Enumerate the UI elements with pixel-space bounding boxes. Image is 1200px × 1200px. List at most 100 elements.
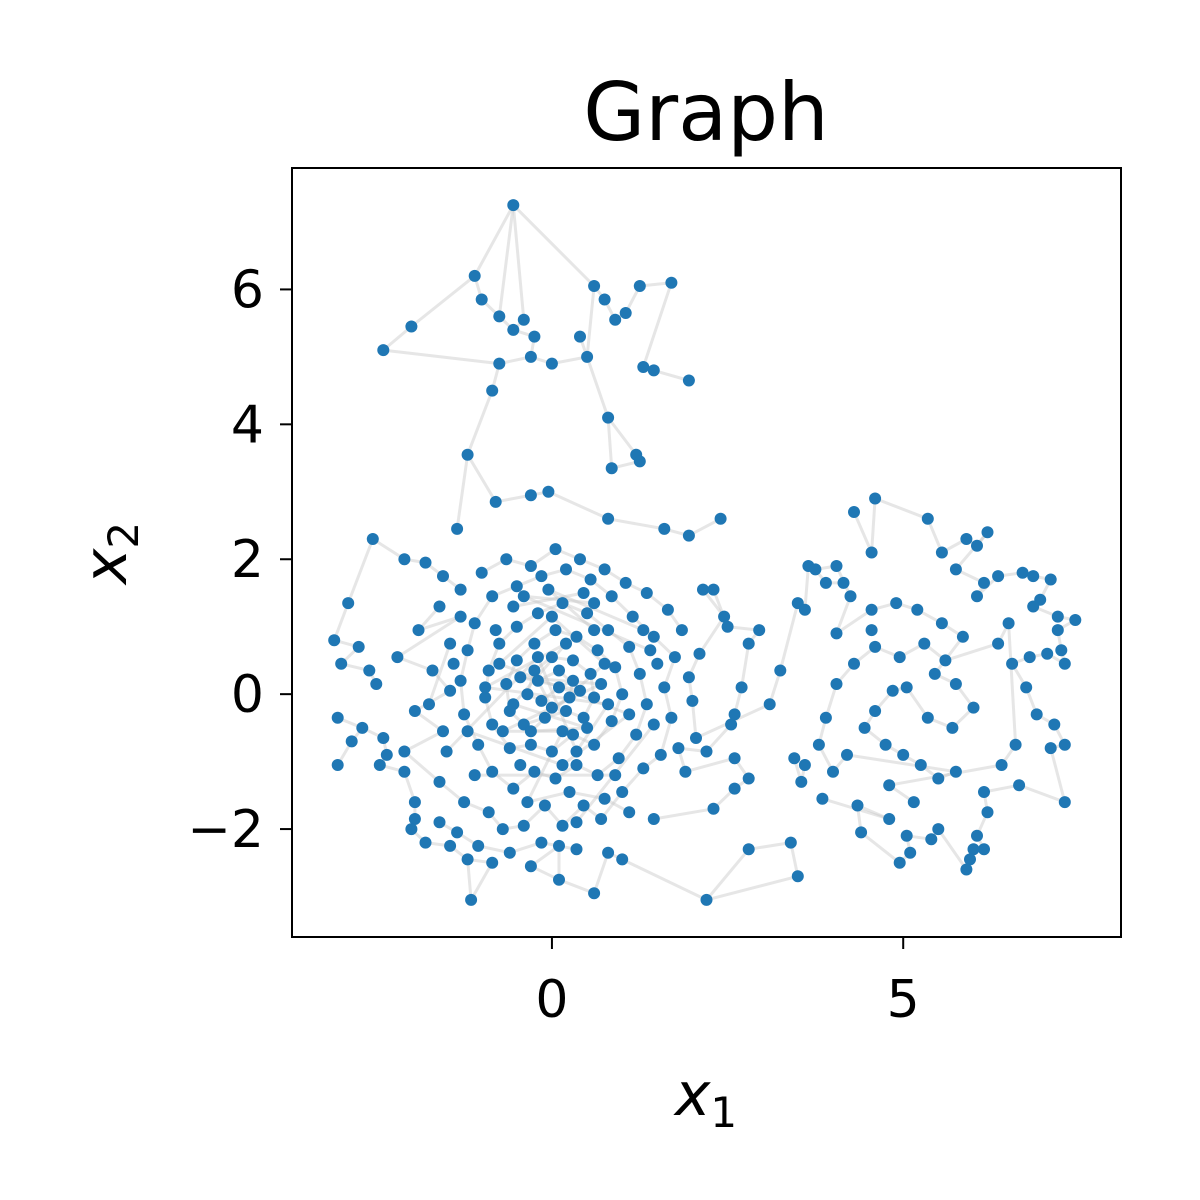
graph-node (844, 590, 857, 603)
graph-node (475, 293, 488, 306)
y-axis-label: x2 (71, 522, 148, 586)
graph-node (911, 603, 924, 616)
graph-node (858, 721, 871, 734)
graph-edge (870, 498, 877, 553)
graph-node (553, 664, 565, 677)
graph-edge (1049, 747, 1067, 803)
graph-node (837, 576, 850, 589)
y-tick-label: 6 (231, 260, 264, 320)
graph-edge (527, 790, 570, 804)
graph-node (545, 357, 558, 370)
graph-node (763, 698, 776, 711)
graph-node (935, 617, 948, 630)
graph-node (584, 573, 597, 586)
graph-edge (690, 700, 698, 739)
graph-node (893, 856, 906, 869)
graph-node (921, 711, 934, 724)
graph-node (795, 775, 808, 788)
graph-node (721, 620, 734, 633)
graph-node (524, 725, 537, 738)
x-tick-label: 0 (535, 970, 568, 1030)
graph-edge (498, 615, 553, 665)
graph-node (651, 657, 664, 670)
graph-node (412, 624, 425, 637)
x-axis-label-base: x (673, 1060, 711, 1130)
graph-node (967, 701, 980, 714)
graph-node (486, 590, 499, 603)
graph-node (1013, 779, 1026, 792)
y-tick-label: −2 (187, 800, 264, 860)
graph-node (1069, 614, 1082, 626)
graph-node (1006, 657, 1019, 670)
graph-edge (585, 356, 610, 419)
graph-node (830, 678, 843, 690)
graph-node (791, 870, 804, 883)
graph-node (437, 725, 449, 738)
graph-node (433, 600, 446, 613)
graph-node (675, 624, 688, 637)
graph-node (482, 664, 495, 677)
graph-node (616, 786, 629, 798)
graph-node (352, 640, 365, 653)
graph-node (1027, 570, 1040, 583)
graph-node (454, 610, 467, 623)
graph-node (331, 711, 344, 724)
graph-node (377, 732, 390, 744)
graph-edge (852, 511, 873, 554)
graph-node (841, 748, 853, 761)
graph-node (981, 806, 994, 819)
graph-node (493, 357, 506, 370)
graph-node (380, 748, 393, 761)
graph-node (725, 718, 738, 731)
graph-node (535, 694, 548, 707)
graph-edge (519, 675, 581, 693)
graph-node (693, 647, 706, 660)
graph-node (574, 330, 586, 343)
graph-node (1058, 738, 1071, 751)
graph-node (458, 708, 471, 721)
graph-node (486, 384, 499, 397)
graph-node (1044, 742, 1057, 755)
graph-node (932, 823, 945, 836)
graph-node (602, 698, 615, 711)
graph-node (545, 701, 558, 714)
graph-node (949, 678, 962, 690)
graph-edge (558, 878, 595, 895)
graph-node (496, 823, 509, 836)
graph-node (567, 654, 579, 667)
graph-node (992, 637, 1005, 650)
graph-node (493, 310, 506, 323)
graph-node (682, 374, 695, 387)
x-tick-label: 5 (887, 970, 920, 1030)
graph-node (454, 583, 467, 596)
graph-node (1051, 624, 1064, 637)
graph-node (995, 759, 1008, 771)
graph-node (809, 563, 822, 576)
graph-node (686, 694, 699, 707)
graph-edge (937, 828, 968, 871)
graph-edge (954, 531, 989, 571)
graph-node (883, 779, 896, 792)
graph-node (949, 563, 962, 576)
graph-node (556, 725, 569, 738)
graph-node (665, 276, 678, 289)
graph-node (728, 708, 741, 721)
graph-node (654, 748, 667, 761)
graph-node (679, 765, 692, 778)
graph-node (560, 637, 572, 650)
graph-node (408, 813, 421, 825)
graph-edge (547, 588, 644, 632)
graph-node (595, 678, 608, 690)
graph-node (619, 307, 632, 319)
graph-node (956, 630, 969, 643)
graph-node (528, 765, 541, 778)
graph-edge (606, 417, 614, 469)
graph-node (753, 624, 766, 637)
graph-node (521, 688, 534, 701)
graph-node (661, 603, 674, 616)
graph-node (637, 762, 650, 775)
graph-node (893, 651, 906, 664)
graph-node (447, 657, 460, 670)
graph-node (426, 664, 439, 677)
